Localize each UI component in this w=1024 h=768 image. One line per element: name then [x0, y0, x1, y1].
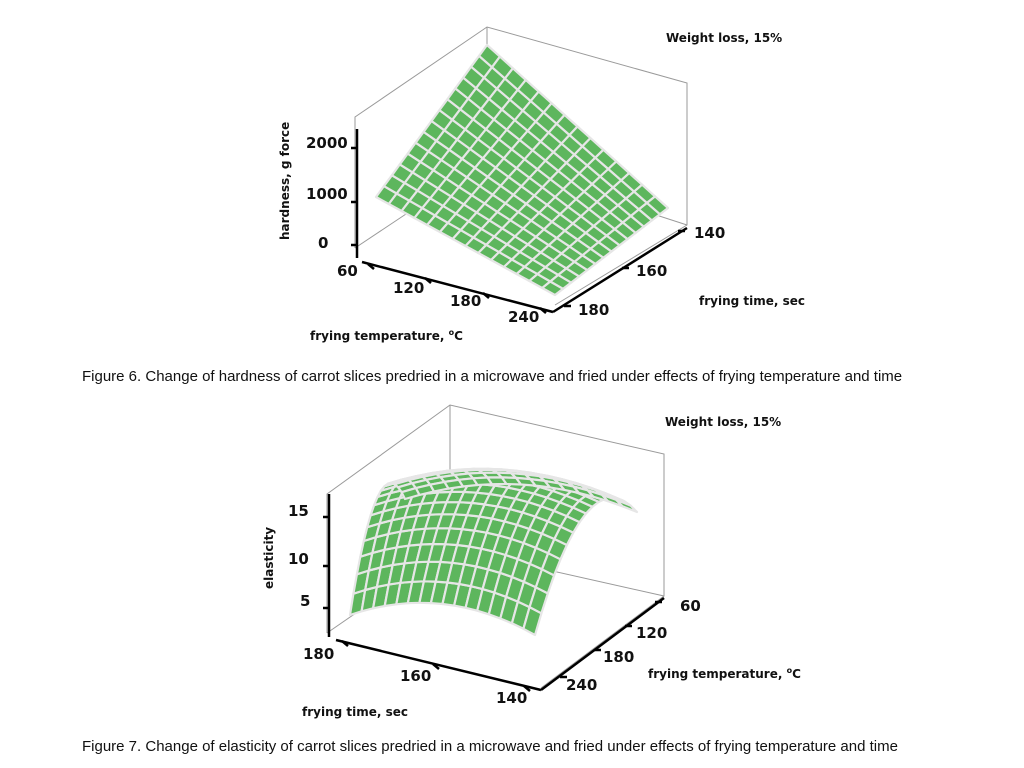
chart6-z-tick-label: 2000 — [306, 134, 348, 152]
chart-hardness: 2000 1000 0 60 120 180 240 140 160 180 h… — [82, 26, 902, 385]
chart7-z-tick-label: 5 — [300, 592, 310, 610]
chart7-x-tick — [341, 640, 349, 647]
figure-6-caption: Figure 6. Change of hardness of carrot s… — [82, 368, 902, 385]
chart-elasticity: 15 10 5 180 160 140 60 120 180 240 elast… — [82, 404, 898, 755]
chart7-annotation: Weight loss, 15% — [665, 415, 781, 429]
chart6-x-axis-label: frying temperature, oC — [310, 328, 463, 343]
chart7-x-tick — [432, 663, 440, 670]
chart7-x-tick-label: 160 — [400, 667, 431, 685]
chart7-x-tick-label: 140 — [496, 689, 527, 707]
chart6-x-tick — [539, 307, 547, 314]
chart6-y-tick-label: 160 — [636, 262, 667, 280]
chart7-z-tick-label: 10 — [288, 550, 309, 568]
chart7-y-axis-label: frying temperature, oC — [648, 666, 801, 681]
chart7-y-tick-label: 240 — [566, 676, 597, 694]
surface-cell — [615, 498, 639, 514]
chart6-x-tick-label: 240 — [508, 308, 539, 326]
chart7-y-axis — [540, 596, 665, 692]
chart6-x-tick-label: 60 — [337, 262, 358, 280]
chart6-z-tick-label: 1000 — [306, 185, 348, 203]
chart7-z-axis-label: elasticity — [262, 527, 276, 589]
chart7-z-tick-label: 15 — [288, 502, 309, 520]
chart6-annotation: Weight loss, 15% — [666, 31, 782, 45]
elasticity-surface — [348, 467, 639, 637]
chart6-z-axis-label: hardness, g force — [278, 122, 292, 240]
chart7-x-tick — [523, 685, 531, 692]
chart7-y-tick-label: 60 — [680, 597, 701, 615]
chart7-x-axis-label: frying time, sec — [302, 705, 408, 719]
chart6-y-axis — [552, 226, 688, 314]
chart6-y-axis-label: frying time, sec — [699, 294, 805, 308]
surface-cell — [645, 195, 670, 216]
chart6-x-tick — [367, 263, 375, 270]
chart7-y-tick-label: 120 — [636, 624, 667, 642]
chart6-x-tick-label: 180 — [450, 292, 481, 310]
chart6-box-back — [354, 26, 688, 306]
chart6-x-tick — [482, 292, 490, 299]
chart6-x-tick-label: 120 — [393, 279, 424, 297]
chart6-x-axis — [361, 260, 554, 314]
chart6-x-tick — [424, 277, 432, 284]
chart6-z-tick-label: 0 — [318, 234, 328, 252]
chart7-y-tick-label: 180 — [603, 648, 634, 666]
chart7-x-tick-label: 180 — [303, 645, 334, 663]
chart7-x-axis — [335, 638, 542, 692]
hardness-surface — [374, 43, 670, 297]
chart6-y-tick-label: 180 — [578, 301, 609, 319]
chart6-y-tick-label: 140 — [694, 224, 725, 242]
figure-7-caption: Figure 7. Change of elasticity of carrot… — [82, 738, 898, 755]
